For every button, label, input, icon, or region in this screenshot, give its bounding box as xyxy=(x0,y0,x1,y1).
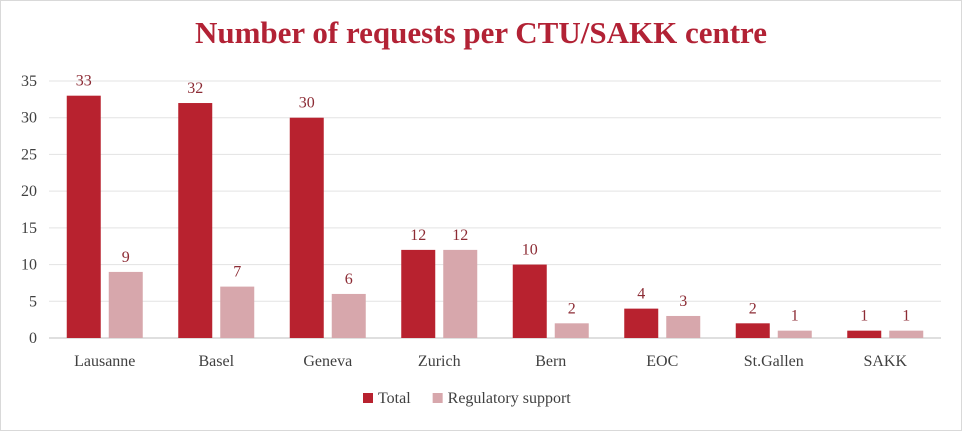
bar-total-lausanne xyxy=(66,95,101,338)
data-label: 33 xyxy=(76,73,92,90)
legend-label: Total xyxy=(378,390,411,407)
data-label: 10 xyxy=(522,242,538,259)
y-tick-label: 20 xyxy=(21,183,37,200)
data-label: 12 xyxy=(410,227,426,244)
bar-regulatory-support-lausanne xyxy=(108,271,143,338)
x-tick-label: Basel xyxy=(198,353,234,370)
bar-regulatory-support-geneva xyxy=(331,293,366,338)
bar-regulatory-support-eoc xyxy=(666,315,701,338)
bar-total-basel xyxy=(178,103,213,339)
y-tick-label: 25 xyxy=(21,146,37,163)
bar-total-sakk xyxy=(847,330,882,338)
bar-total-bern xyxy=(512,264,547,338)
data-label: 2 xyxy=(749,300,757,317)
legend-swatch xyxy=(363,393,373,403)
bars xyxy=(66,95,924,339)
data-label: 12 xyxy=(452,227,468,244)
chart-title: Number of requests per CTU/SAKK centre xyxy=(194,15,768,50)
y-axis: 0 5 10 15 20 25 30 35 xyxy=(21,73,37,347)
y-tick-label: 15 xyxy=(21,220,37,237)
bar-total-eoc xyxy=(624,308,659,338)
bar-regulatory-support-stgallen xyxy=(777,330,812,338)
y-tick-label: 0 xyxy=(29,330,37,347)
data-label: 4 xyxy=(637,286,645,303)
bar-total-stgallen xyxy=(735,323,770,338)
bar-regulatory-support-bern xyxy=(554,323,589,338)
y-tick-label: 35 xyxy=(21,73,37,90)
y-tick-label: 30 xyxy=(21,110,37,127)
bar-total-zurich xyxy=(401,249,436,338)
data-label: 6 xyxy=(345,271,353,288)
x-tick-label: St.Gallen xyxy=(744,353,804,370)
data-label: 30 xyxy=(299,95,315,112)
bar-regulatory-support-sakk xyxy=(889,330,924,338)
data-label: 1 xyxy=(791,308,799,325)
x-tick-label: Zurich xyxy=(418,353,461,370)
x-tick-label: Geneva xyxy=(303,353,352,370)
data-label: 7 xyxy=(233,264,241,281)
x-tick-label: EOC xyxy=(646,353,678,370)
x-tick-label: Lausanne xyxy=(74,353,135,370)
y-tick-label: 5 xyxy=(29,293,37,310)
x-tick-label: Bern xyxy=(535,353,566,370)
bar-regulatory-support-basel xyxy=(220,286,255,338)
bar-regulatory-support-zurich xyxy=(443,249,478,338)
data-label: 3 xyxy=(679,293,687,310)
data-label: 32 xyxy=(187,80,203,97)
data-label: 1 xyxy=(860,308,868,325)
data-label: 2 xyxy=(568,300,576,317)
x-axis: Lausanne Basel Geneva Zurich Bern EOC St.Galle… xyxy=(74,353,907,370)
data-label: 9 xyxy=(122,249,130,266)
legend: Total Regulatory support xyxy=(363,390,571,407)
y-tick-label: 10 xyxy=(21,257,37,274)
x-tick-label: SAKK xyxy=(863,353,907,370)
legend-label: Regulatory support xyxy=(448,390,572,407)
bar-total-geneva xyxy=(289,117,324,338)
data-label: 1 xyxy=(902,308,910,325)
legend-swatch xyxy=(432,393,443,403)
